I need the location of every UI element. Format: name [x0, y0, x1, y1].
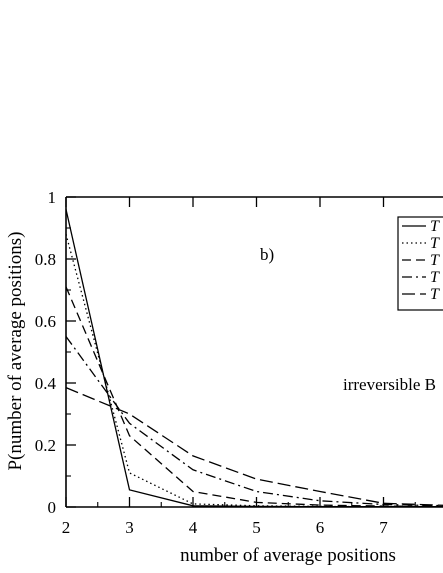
series-line-2 [65, 234, 443, 508]
panel-label: b) [260, 245, 274, 264]
axis-tick-labels: 2 3 4 5 6 7 0 0.2 0.4 0.6 0.8 1 [35, 188, 389, 537]
series-line-5 [65, 386, 443, 506]
x-tick-label: 7 [379, 518, 388, 537]
y-axis-title: P(number of average positions) [5, 231, 26, 470]
x-tick-label: 5 [252, 518, 261, 537]
legend-label-5: T [430, 286, 440, 303]
x-tick-label: 2 [62, 518, 71, 537]
legend-label-1: T [430, 218, 440, 235]
x-tick-label: 3 [125, 518, 134, 537]
series-lines [65, 209, 443, 508]
series-line-3 [65, 286, 443, 508]
x-tick-label: 6 [316, 518, 325, 537]
y-tick-label: 0.6 [35, 312, 56, 331]
y-tick-label: 0.2 [35, 436, 56, 455]
y-tick-label: 0.4 [35, 374, 57, 393]
x-axis-title: number of average positions [180, 545, 396, 566]
y-tick-label: 0 [48, 498, 57, 517]
y-tick-label: 1 [48, 188, 57, 207]
x-tick-label: 4 [189, 518, 198, 537]
annotation-text: irreversible B [343, 375, 436, 394]
series-line-1 [65, 209, 443, 508]
y-tick-label: 0.8 [35, 250, 56, 269]
axis-ticks [65, 196, 416, 508]
series-line-4 [65, 336, 443, 507]
legend-label-2: T [430, 235, 440, 252]
legend-label-4: T [430, 269, 440, 286]
legend-label-3: T [430, 252, 440, 269]
